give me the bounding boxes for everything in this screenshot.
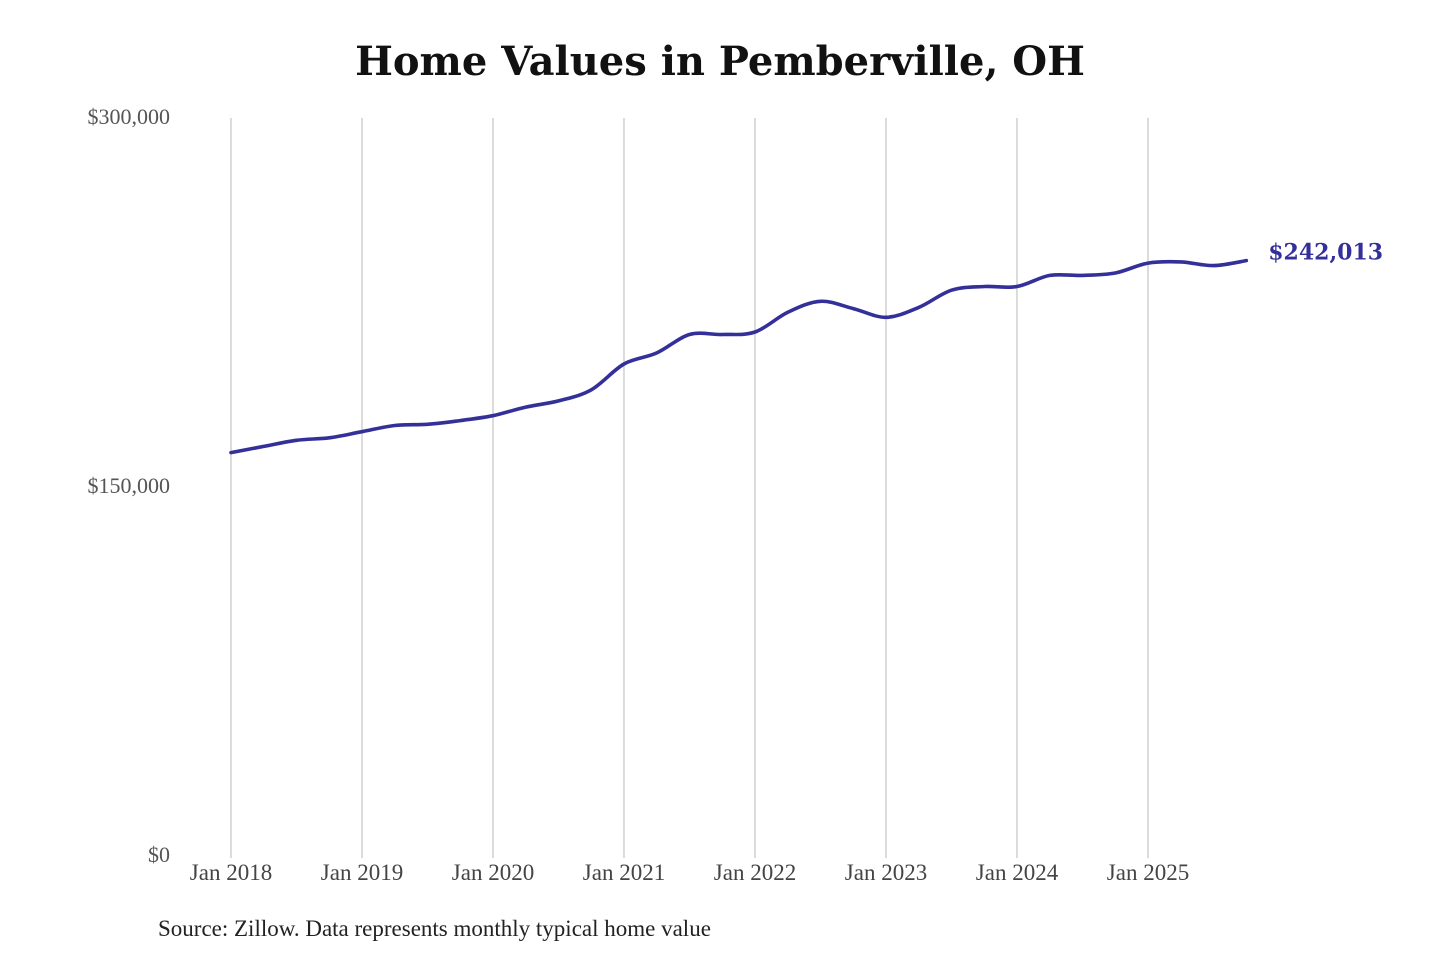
- x-tick-label: Jan 2022: [714, 860, 796, 885]
- y-axis-ticks: $300,000 $150,000 $0: [88, 104, 171, 867]
- gridlines: [230, 118, 1149, 858]
- y-tick-label: $0: [148, 842, 170, 867]
- end-value-label: $242,013: [1268, 240, 1383, 266]
- x-tick-label: Jan 2025: [1107, 860, 1189, 885]
- x-axis-ticks: Jan 2018 Jan 2019 Jan 2020 Jan 2021 Jan 2022…: [190, 860, 1189, 885]
- y-tick-label: $150,000: [88, 473, 171, 498]
- series-group: [229, 258, 1249, 455]
- y-tick-label: $300,000: [88, 104, 171, 129]
- x-tick-label: Jan 2021: [583, 860, 665, 885]
- x-tick-label: Jan 2023: [845, 860, 927, 885]
- source-note: Source: Zillow. Data represents monthly …: [158, 916, 711, 941]
- series-line: [229, 258, 1249, 455]
- x-tick-label: Jan 2019: [321, 860, 403, 885]
- x-tick-label: Jan 2024: [976, 860, 1059, 885]
- x-tick-label: Jan 2020: [452, 860, 534, 885]
- chart-title: Home Values in Pemberville, OH: [355, 38, 1085, 85]
- x-tick-label: Jan 2018: [190, 860, 272, 885]
